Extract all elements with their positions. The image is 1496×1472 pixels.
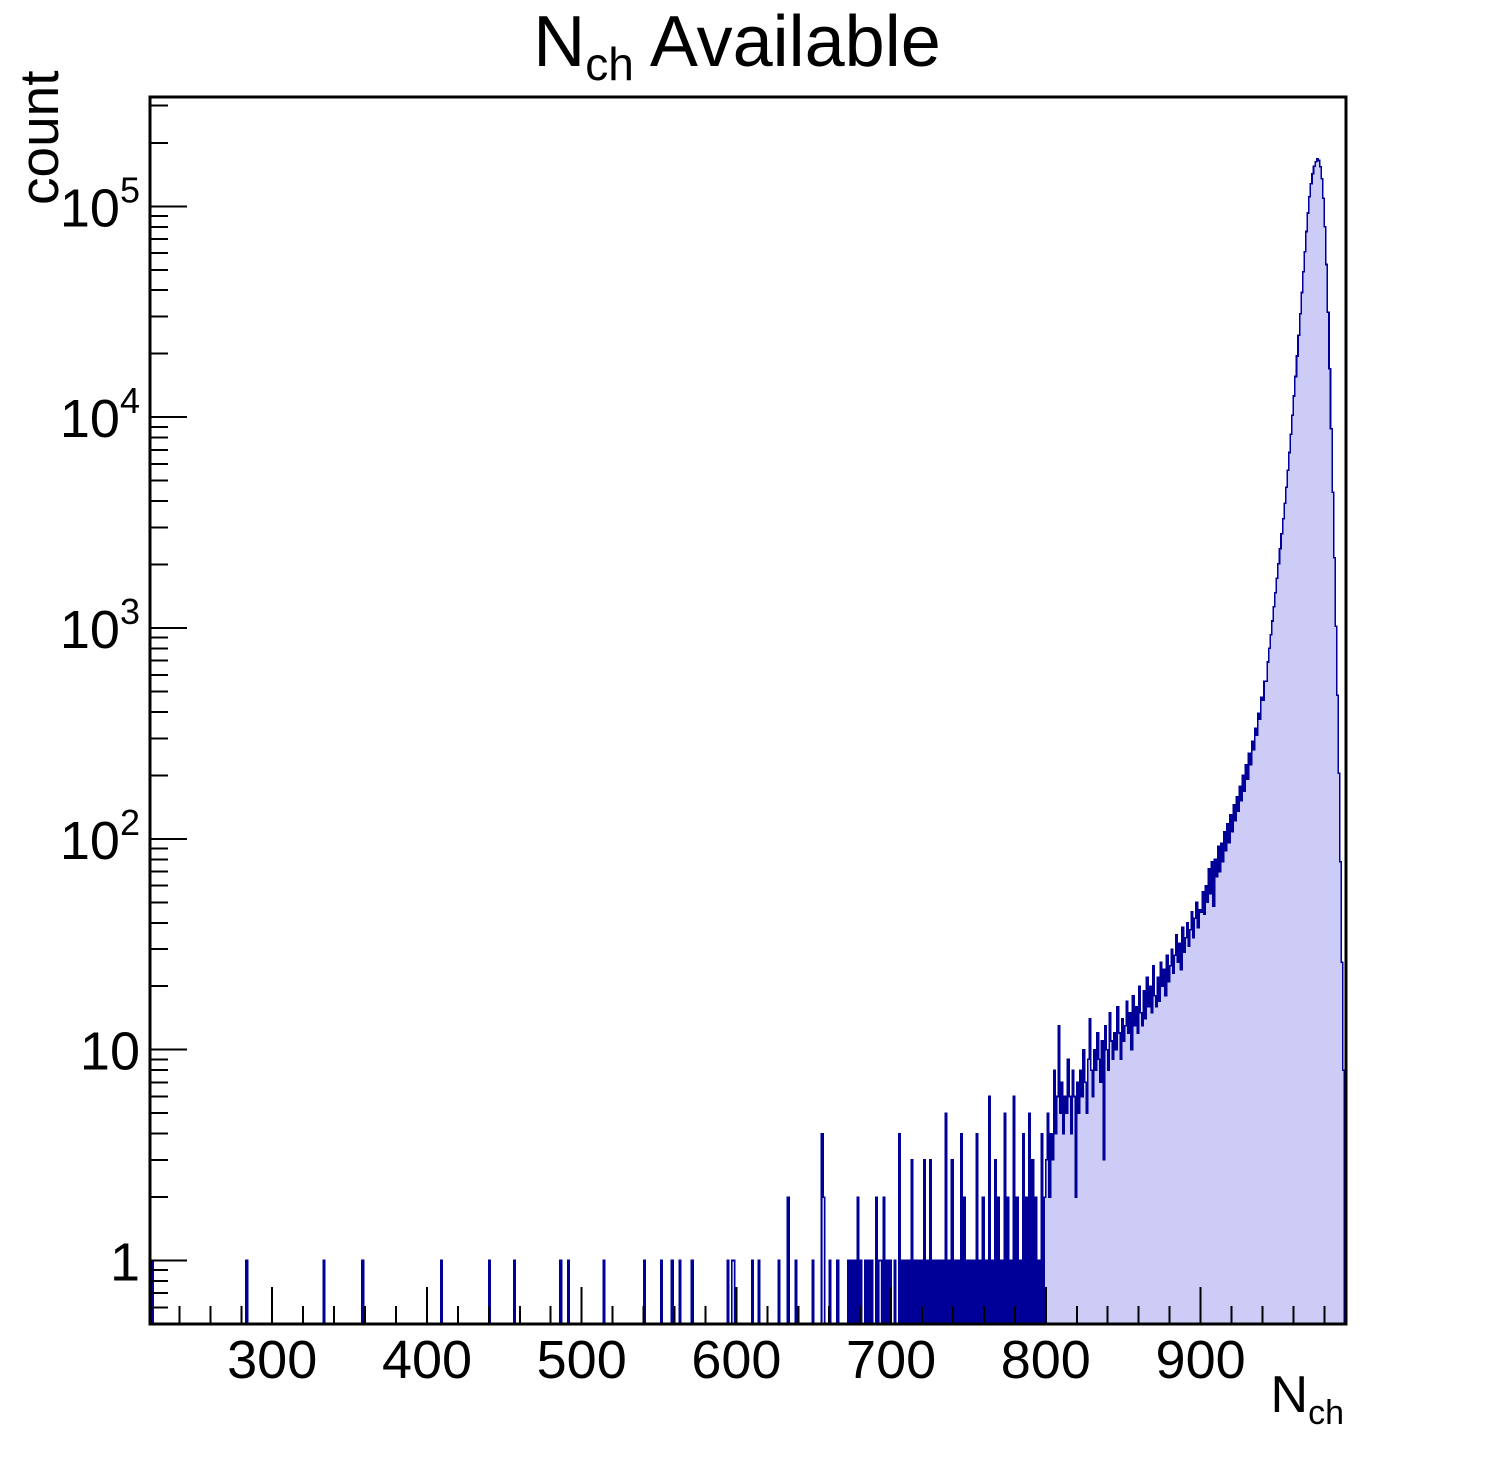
x-tick-label: 500 xyxy=(537,1330,627,1390)
x-axis-ticks xyxy=(178,1287,1326,1324)
x-tick-label: 300 xyxy=(227,1330,317,1390)
chart-title: Nch Available xyxy=(533,2,941,90)
x-tick-label: 600 xyxy=(691,1330,781,1390)
y-axis-label: count xyxy=(8,70,70,205)
x-tick-label: 400 xyxy=(382,1330,472,1390)
x-tick-label: 800 xyxy=(1001,1330,1091,1390)
x-tick-label: 900 xyxy=(1156,1330,1246,1390)
x-axis-label: Nch xyxy=(1271,1366,1344,1432)
x-tick-label: 700 xyxy=(846,1330,936,1390)
x-tick-labels: 300 400 500 600 700 800 900 xyxy=(227,1330,1246,1390)
y-tick-label: 1 xyxy=(110,1233,140,1293)
y-axis-ticks xyxy=(150,104,187,1309)
plot-frame xyxy=(148,95,1348,1326)
y-tick-label: 10 xyxy=(80,1022,140,1082)
